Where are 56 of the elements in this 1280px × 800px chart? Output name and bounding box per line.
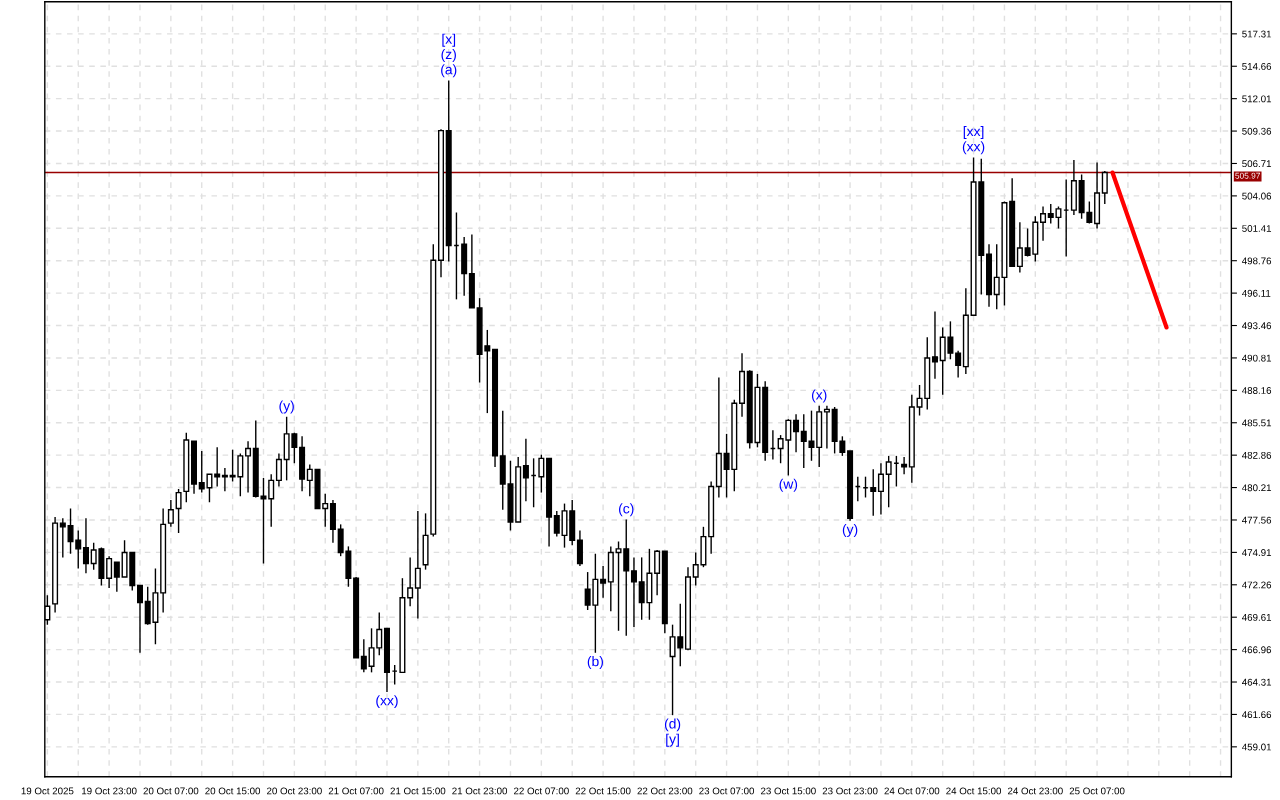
y-tick-label: 496.11 xyxy=(1242,289,1271,297)
y-tick-label: 482.86 xyxy=(1242,451,1272,459)
annotation: [x] xyxy=(442,33,456,47)
y-tick-label: 466.96 xyxy=(1242,646,1272,654)
y-tick-label: 490.81 xyxy=(1242,354,1272,362)
y-tick-label: 488.16 xyxy=(1242,387,1272,394)
x-tick-label: 21 Oct 23:00 xyxy=(452,787,508,795)
y-tick-label: 501.41 xyxy=(1242,225,1272,232)
annotation: (z) xyxy=(441,48,456,62)
annotation: (y) xyxy=(842,523,858,537)
annotation: (xx) xyxy=(376,695,398,709)
y-tick-label: 464.31 xyxy=(1242,678,1272,686)
annotation: (c) xyxy=(619,503,634,517)
x-tick-label: 19 Oct 2025 xyxy=(21,787,74,795)
x-tick-label: 20 Oct 15:00 xyxy=(205,787,261,795)
y-tick-label: 514.66 xyxy=(1242,62,1272,70)
y-tick-label: 504.06 xyxy=(1242,192,1272,200)
annotation: [xx] xyxy=(963,126,984,139)
y-tick-label: 461.66 xyxy=(1242,711,1272,719)
y-tick-label: 485.51 xyxy=(1242,419,1272,427)
x-tick-label: 22 Oct 07:00 xyxy=(514,787,569,795)
y-tick-label: 506.71 xyxy=(1242,160,1272,168)
x-tick-label: 22 Oct 15:00 xyxy=(575,787,631,795)
annotation: (x) xyxy=(811,389,827,403)
y-tick-label: 469.61 xyxy=(1242,613,1272,621)
y-tick-label: 509.36 xyxy=(1242,127,1272,135)
x-tick-label: 23 Oct 23:00 xyxy=(822,787,878,795)
annotation: (b) xyxy=(587,656,603,669)
x-tick-label: 23 Oct 15:00 xyxy=(760,787,816,795)
x-tick-label: 24 Oct 07:00 xyxy=(884,787,940,795)
annotation: (d) xyxy=(664,718,681,732)
ref-line-label: 505.97 xyxy=(1235,172,1260,179)
x-tick-label: 25 Oct 07:00 xyxy=(1069,787,1125,795)
x-tick-label: 20 Oct 07:00 xyxy=(143,787,199,795)
x-tick-label: 20 Oct 23:00 xyxy=(267,787,322,795)
x-tick-label: 21 Oct 07:00 xyxy=(328,787,384,795)
y-tick-label: 498.76 xyxy=(1242,257,1272,265)
annotation: (w) xyxy=(779,478,798,492)
y-tick-label: 512.01 xyxy=(1242,95,1272,103)
y-tick-label: 493.46 xyxy=(1242,322,1272,330)
annotation: (y) xyxy=(279,400,294,414)
x-tick-label: 19 Oct 23:00 xyxy=(82,787,137,795)
annotation: (a) xyxy=(441,64,457,78)
y-tick-label: 477.56 xyxy=(1242,516,1272,524)
x-tick-label: 22 Oct 23:00 xyxy=(637,787,693,795)
x-tick-label: 23 Oct 07:00 xyxy=(699,787,755,795)
y-tick-label: 459.01 xyxy=(1242,743,1272,751)
x-tick-label: 21 Oct 15:00 xyxy=(390,787,446,795)
y-tick-label: 474.91 xyxy=(1242,549,1272,556)
y-tick-label: 472.26 xyxy=(1242,581,1272,589)
x-tick-label: 24 Oct 15:00 xyxy=(946,787,1002,795)
annotation: [y] xyxy=(666,733,679,747)
x-tick-label: 24 Oct 23:00 xyxy=(1007,787,1063,795)
y-tick-label: 480.21 xyxy=(1242,484,1272,492)
annotation: (xx) xyxy=(962,141,985,155)
y-tick-label: 517.31 xyxy=(1242,30,1272,38)
